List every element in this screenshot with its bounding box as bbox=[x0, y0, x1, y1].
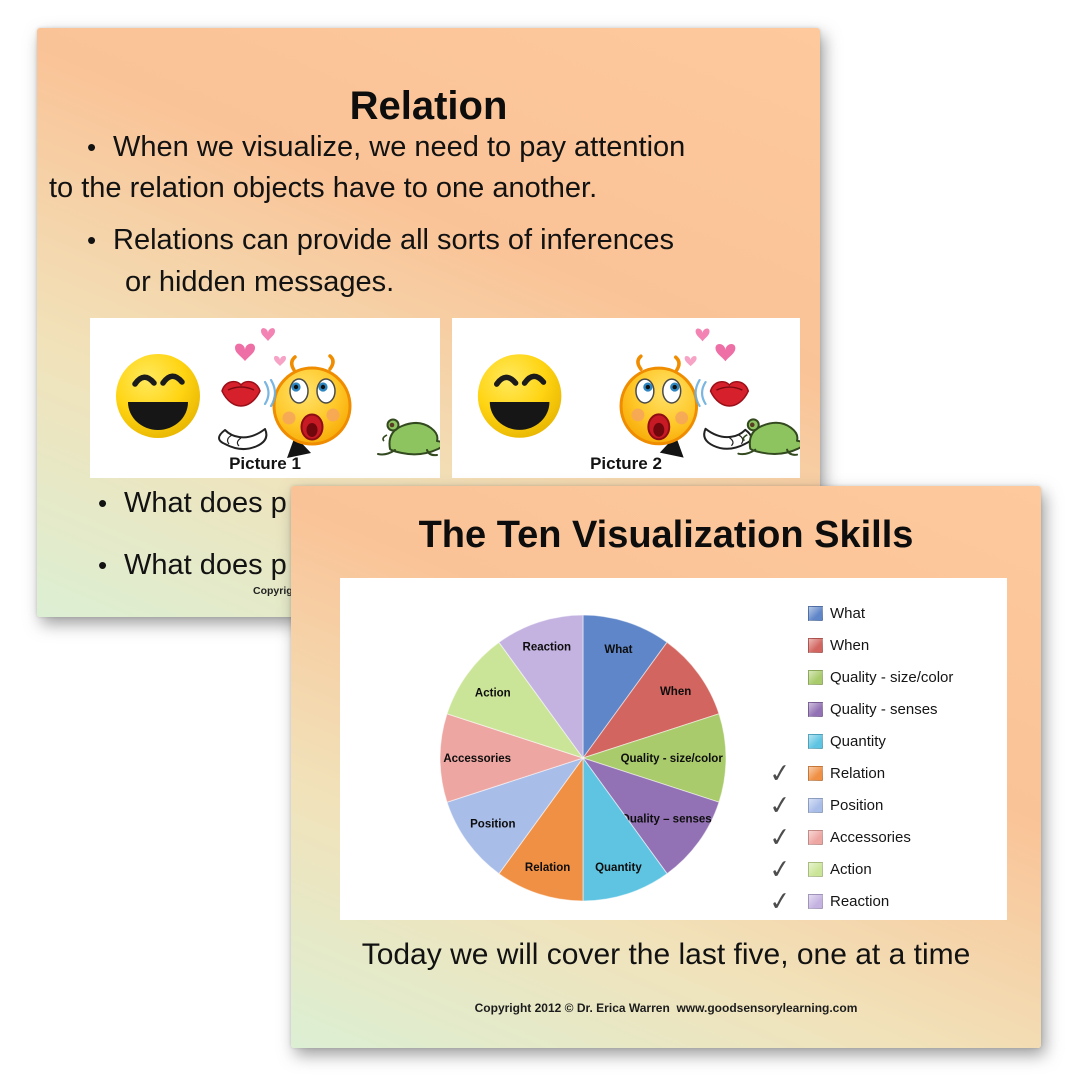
bullet-marker: • bbox=[98, 488, 108, 518]
checkmark-icon: ✓ bbox=[767, 756, 793, 790]
legend-swatch bbox=[808, 733, 823, 749]
relation-slide-copyright: Copyrig bbox=[253, 585, 293, 597]
slide-relation: Relation • When we visualize, we need to … bbox=[37, 28, 820, 617]
bullet-marker: • bbox=[87, 132, 97, 162]
pie-slice-label-what: What bbox=[604, 644, 632, 656]
pie-slice-label-reaction: Reaction bbox=[523, 642, 572, 654]
bullet-text: What does p bbox=[124, 487, 287, 519]
pie-slice-label-position: Position bbox=[470, 819, 515, 831]
kissing-face-icon bbox=[217, 326, 352, 460]
pie-slice-accessories bbox=[439, 713, 585, 803]
legend-item: Quality - senses bbox=[760, 693, 1005, 725]
skills-slide-copyright: Copyright 2012 © Dr. Erica Warren www.go… bbox=[474, 1001, 858, 1015]
pie-slice-reaction bbox=[498, 614, 584, 760]
footer-line: Today we will cover the last five, one a… bbox=[361, 938, 971, 971]
legend-label: Accessories bbox=[830, 828, 911, 846]
legend-label: Action bbox=[830, 860, 872, 878]
picture-1-panel: Picture 1 bbox=[90, 318, 440, 478]
relation-bullet-line: or hidden messages. bbox=[125, 266, 394, 299]
pie-slice-label-quantity: Quantity bbox=[595, 862, 642, 874]
pie-slice-what bbox=[582, 614, 668, 760]
pie-slice-label-quality-size-color: Quality - size/color bbox=[621, 753, 724, 765]
legend-swatch bbox=[808, 893, 823, 909]
legend-swatch bbox=[808, 861, 823, 877]
question-bullet-line: • What does p bbox=[98, 487, 287, 520]
pie-slice-label-quality-senses: Quality – senses bbox=[621, 814, 712, 826]
relation-slide-title: Relation bbox=[349, 84, 508, 128]
checkmark-icon: ✓ bbox=[767, 852, 793, 886]
bullet-text: or hidden messages. bbox=[125, 266, 395, 298]
smiley-face-icon bbox=[478, 354, 562, 438]
skills-slide-title: The Ten Visualization Skills bbox=[418, 514, 914, 556]
picture-2-caption: Picture 2 bbox=[590, 454, 662, 473]
frog-icon bbox=[377, 418, 440, 457]
checkmark-placeholder bbox=[760, 707, 800, 711]
legend-swatch bbox=[808, 765, 823, 781]
legend-swatch bbox=[808, 637, 823, 653]
legend-label: What bbox=[830, 604, 866, 622]
picture-2-panel: Picture 2 bbox=[452, 318, 800, 478]
legend-item: When bbox=[760, 629, 1005, 661]
legend-item: Quantity bbox=[760, 725, 1005, 757]
legend-swatch bbox=[808, 605, 823, 621]
pie-slice-when bbox=[581, 641, 720, 759]
pie-slice-label-action: Action bbox=[475, 687, 511, 699]
legend-item: ✓ Position bbox=[760, 789, 1005, 821]
legend-swatch bbox=[808, 669, 823, 685]
legend-label: When bbox=[830, 636, 870, 654]
checkmark-placeholder bbox=[760, 739, 800, 743]
checkmark-icon: ✓ bbox=[767, 788, 793, 822]
relation-bullet-line: to the relation objects have to one anot… bbox=[49, 172, 597, 205]
legend-item: What bbox=[760, 597, 1005, 629]
slide-ten-visualization-skills: The Ten Visualization Skills What When Qua… bbox=[291, 486, 1041, 1048]
question-bullet-line: • What does p bbox=[98, 549, 287, 582]
legend-swatch bbox=[808, 829, 823, 845]
legend-label: Position bbox=[830, 796, 884, 814]
legend-swatch bbox=[808, 701, 823, 717]
legend-item: ✓ Reaction bbox=[760, 885, 1005, 917]
bullet-text: Relations can provide all sorts of infer… bbox=[113, 224, 674, 256]
legend: What When Quality - size/color Quality - se… bbox=[760, 597, 1005, 918]
pie-slice-quality-size-color bbox=[581, 713, 727, 803]
legend-item: ✓ Action bbox=[760, 853, 1005, 885]
legend-item: ✓ Relation bbox=[760, 757, 1005, 789]
pie-chart: What When Quality - size/color Quality – se… bbox=[439, 614, 727, 902]
bullet-text: When we visualize, we need to pay attent… bbox=[113, 131, 686, 163]
bullet-marker: • bbox=[98, 550, 108, 580]
checkmark-placeholder bbox=[760, 643, 800, 647]
checkmark-icon: ✓ bbox=[767, 884, 793, 918]
pie-slice-quality-senses bbox=[581, 757, 720, 875]
pie-slice-label-relation: Relation bbox=[525, 862, 570, 874]
checkmark-placeholder bbox=[760, 675, 800, 679]
kissing-face-icon bbox=[619, 326, 754, 460]
legend-label: Quality - senses bbox=[830, 700, 938, 718]
checkmark-icon: ✓ bbox=[767, 820, 793, 854]
legend-label: Reaction bbox=[830, 892, 890, 910]
checkmark-placeholder bbox=[760, 611, 800, 615]
bullet-text: to the relation objects have to one anot… bbox=[49, 172, 598, 204]
picture-1-caption: Picture 1 bbox=[229, 454, 301, 473]
legend-item: ✓ Accessories bbox=[760, 821, 1005, 853]
pie-slice-label-accessories: Accessories bbox=[443, 753, 511, 765]
legend-item: Quality - size/color bbox=[760, 661, 1005, 693]
legend-label: Relation bbox=[830, 764, 886, 782]
pie-slice-quantity bbox=[582, 756, 668, 902]
pie-chart-panel: What When Quality - size/color Quality – se… bbox=[340, 578, 1007, 920]
pie-slice-label-when: When bbox=[660, 686, 691, 698]
relation-bullet-line: • Relations can provide all sorts of infe… bbox=[87, 224, 674, 257]
bullet-marker: • bbox=[87, 225, 97, 255]
legend-label: Quality - size/color bbox=[830, 668, 954, 686]
legend-swatch bbox=[808, 797, 823, 813]
pie-slice-position bbox=[446, 757, 585, 875]
pie-slice-action bbox=[446, 641, 585, 759]
bullet-text: What does p bbox=[124, 549, 287, 581]
legend-label: Quantity bbox=[830, 732, 886, 750]
smiley-face-icon bbox=[116, 354, 200, 438]
relation-bullet-line: • When we visualize, we need to pay atten… bbox=[87, 131, 685, 164]
pie-slice-relation bbox=[498, 756, 584, 902]
